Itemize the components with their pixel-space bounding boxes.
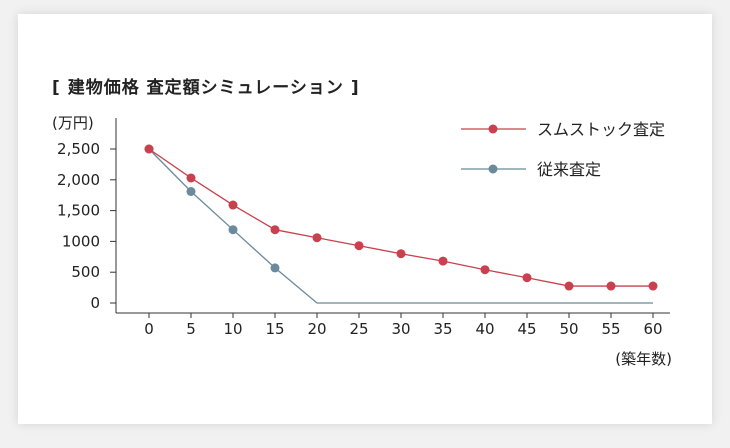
data-point-0 <box>564 281 574 291</box>
data-point-0 <box>522 273 532 283</box>
legend-label: スムストック査定 <box>537 120 665 139</box>
x-tick-label: 15 <box>265 320 284 338</box>
legend-marker <box>488 164 498 174</box>
x-tick-label: 60 <box>643 320 662 338</box>
data-point-0 <box>144 144 154 154</box>
data-point-0 <box>438 256 448 266</box>
x-tick-label: 50 <box>559 320 578 338</box>
x-tick-label: 25 <box>349 320 368 338</box>
data-point-0 <box>312 233 322 243</box>
x-tick-label: 0 <box>144 320 154 338</box>
data-point-0 <box>270 225 280 235</box>
x-axis-unit-label: (築年数) <box>615 350 672 368</box>
y-tick-label: 1000 <box>62 232 100 250</box>
y-tick-label: 2,500 <box>57 140 100 158</box>
x-axis-ticks: 0 5 10 15 20 25 30 35 40 45 50 55 60 <box>144 313 663 338</box>
x-tick-label: 20 <box>307 320 326 338</box>
x-tick-label: 55 <box>601 320 620 338</box>
data-point-1 <box>228 225 238 235</box>
x-tick-label: 35 <box>433 320 452 338</box>
series-group <box>144 144 658 304</box>
data-point-1 <box>270 263 280 273</box>
data-point-0 <box>606 281 616 291</box>
x-tick-label: 10 <box>223 320 242 338</box>
chart-card <box>18 14 712 424</box>
chart-title: [ 建物価格 査定額シミュレーション ] <box>52 77 360 98</box>
legend-marker <box>488 124 498 134</box>
data-point-0 <box>228 200 238 210</box>
legend-label: 従来査定 <box>537 160 601 179</box>
data-point-0 <box>648 281 658 291</box>
data-point-1 <box>186 187 196 197</box>
y-tick-label: 0 <box>90 294 100 312</box>
y-axis-unit-label: (万円) <box>52 114 94 132</box>
data-point-0 <box>186 173 196 183</box>
y-tick-label: 500 <box>71 263 100 281</box>
y-tick-label: 2,000 <box>57 171 100 189</box>
data-point-0 <box>480 265 490 275</box>
data-point-0 <box>396 249 406 259</box>
x-tick-label: 40 <box>475 320 494 338</box>
data-point-0 <box>354 241 364 251</box>
x-tick-label: 5 <box>186 320 196 338</box>
x-tick-label: 30 <box>391 320 410 338</box>
y-tick-label: 1,500 <box>57 202 100 220</box>
x-tick-label: 45 <box>517 320 536 338</box>
y-axis-ticks: 0 500 1000 1,500 2,000 2,500 <box>57 140 116 312</box>
